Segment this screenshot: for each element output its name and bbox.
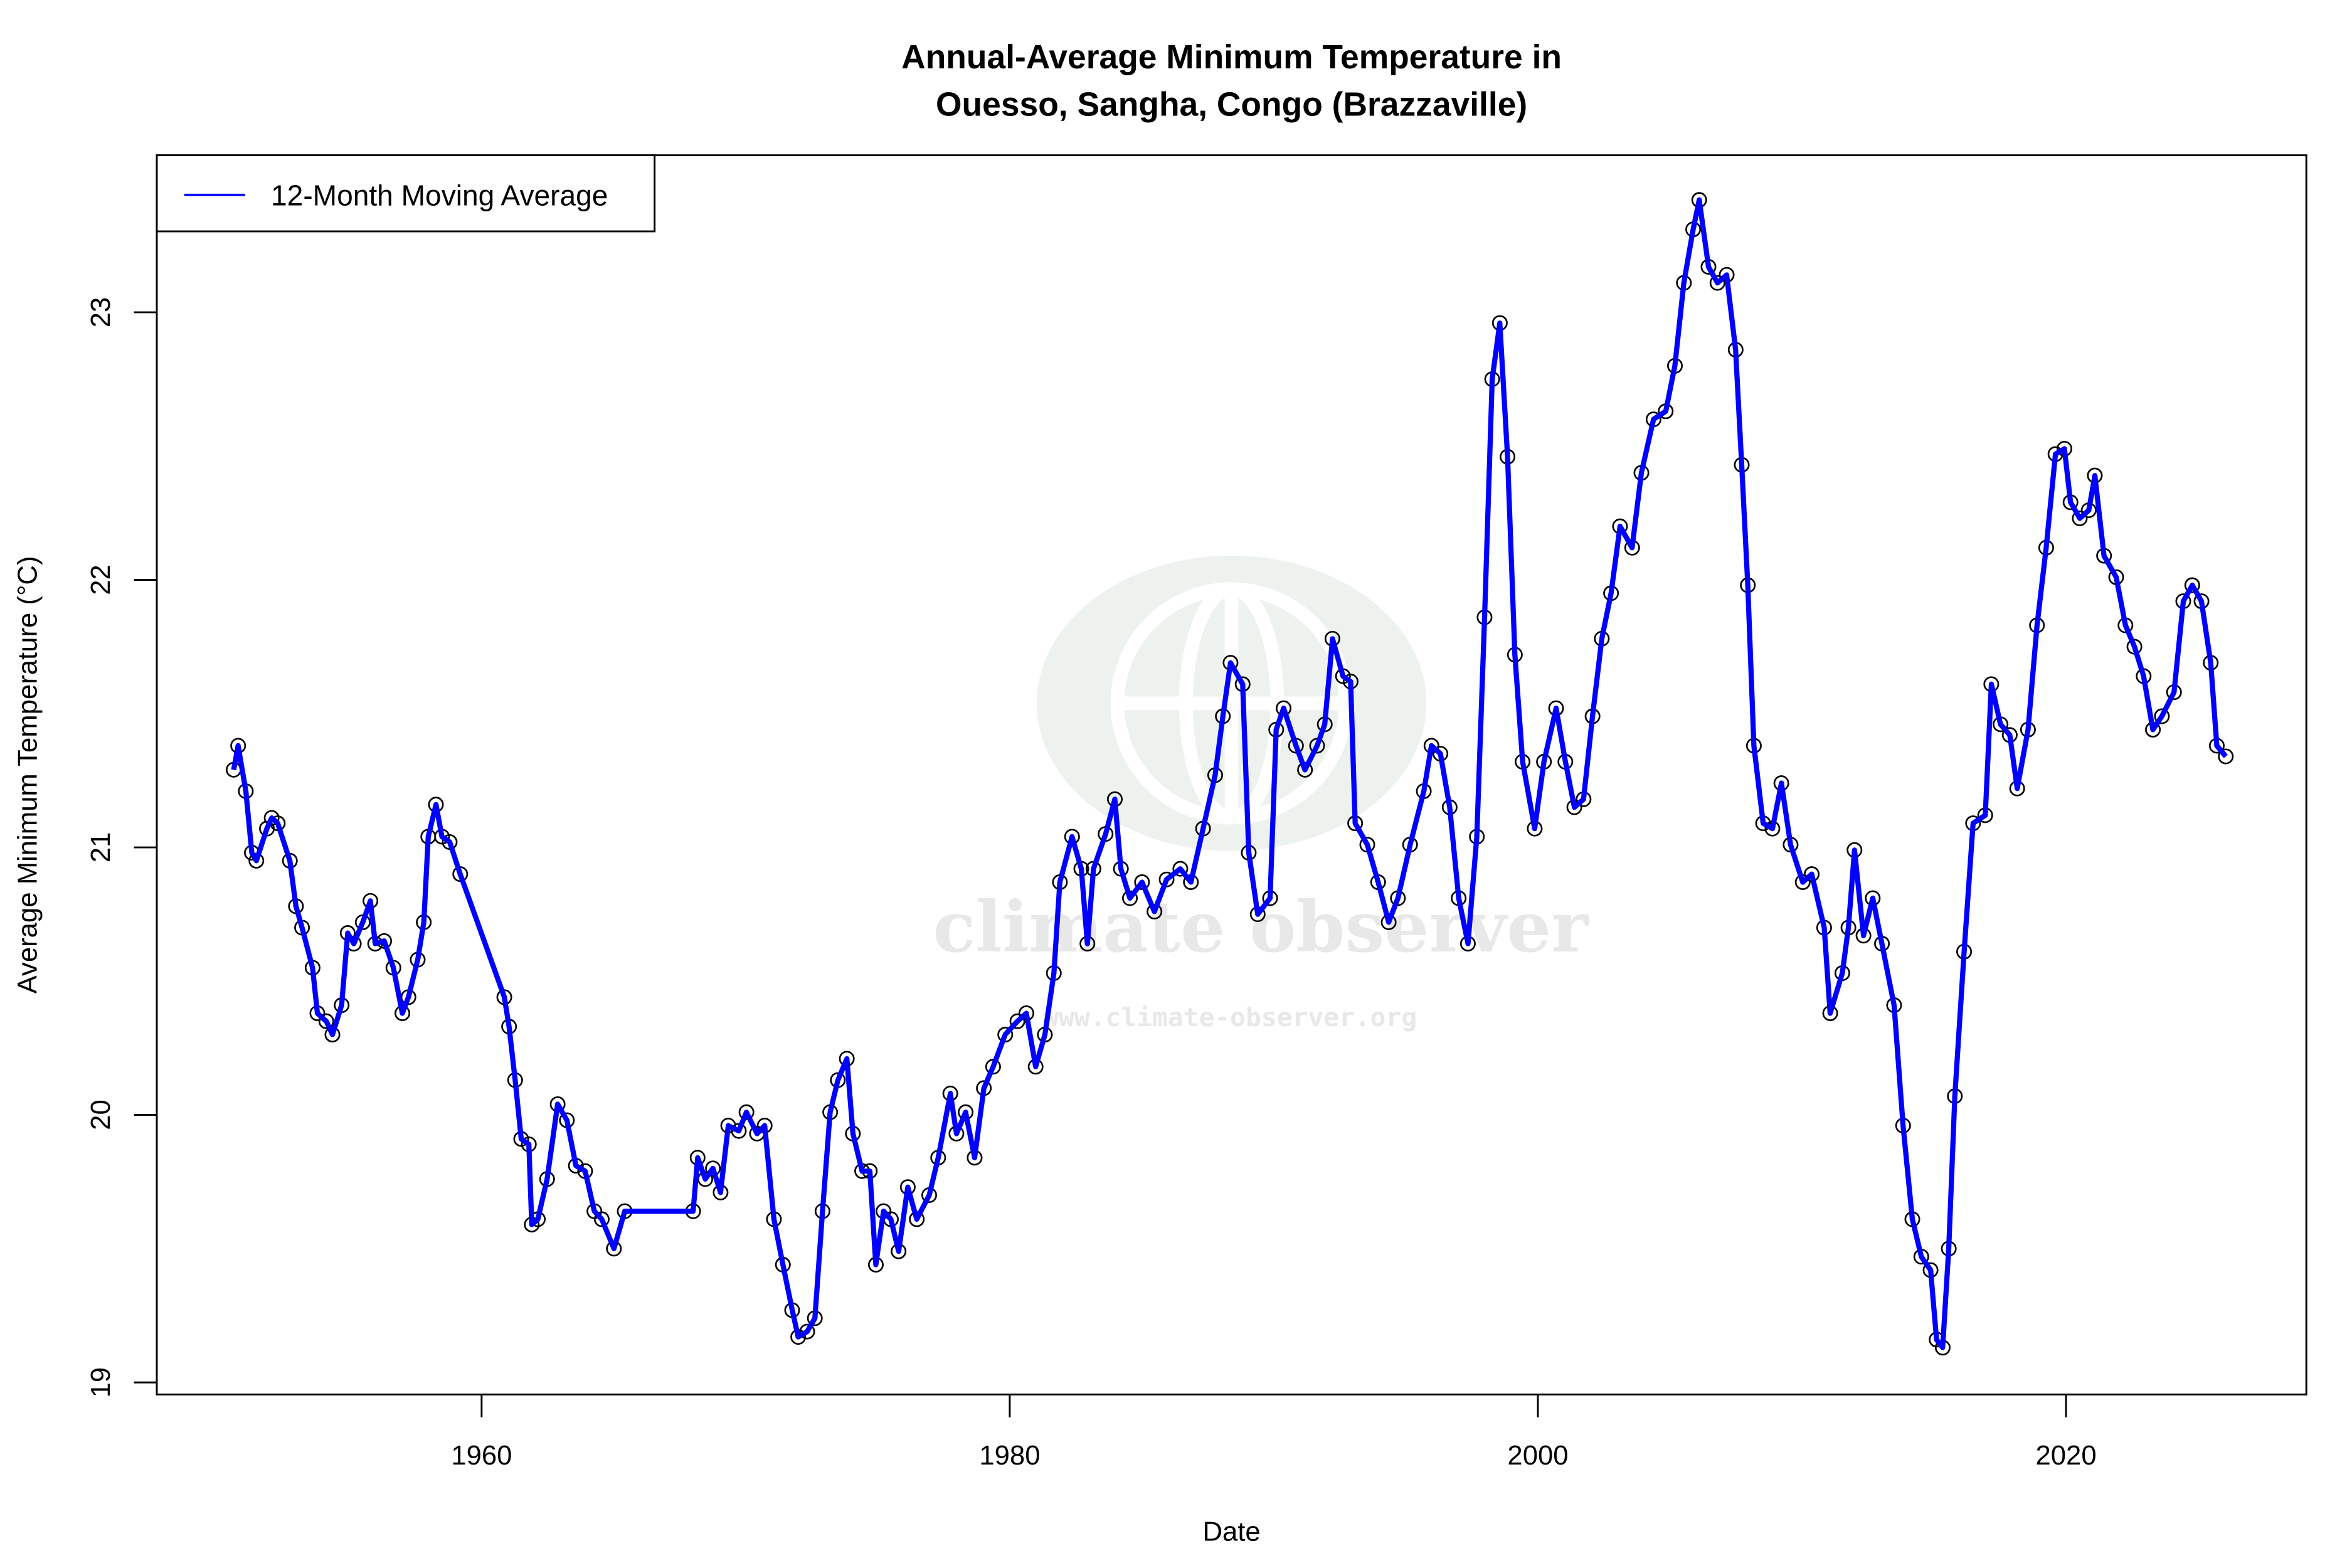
data-point-marker [799, 1323, 815, 1340]
globe-icon [1110, 582, 1353, 825]
chart-title-line1: Annual-Average Minimum Temperature in [901, 39, 1562, 76]
data-point-marker [318, 1013, 334, 1029]
data-point-marker [2072, 510, 2088, 526]
watermark-url: www.climate-observer.org [1043, 1002, 1417, 1032]
legend-box [156, 154, 656, 233]
chart-title-line2: Ouesso, Sangha, Congo (Brazzaville) [936, 86, 1527, 123]
data-point-marker [2184, 577, 2200, 593]
y-axis-label: Average Minimum Temperature (°C) [12, 556, 43, 994]
y-tick-label: 20 [85, 1099, 116, 1130]
data-point-marker [2218, 748, 2234, 765]
data-point-marker [2154, 708, 2170, 724]
y-tick-label: 19 [85, 1367, 116, 1398]
data-point-marker [1709, 275, 1725, 291]
legend: 12-Month Moving Average [156, 154, 656, 233]
data-point-marker [738, 1104, 755, 1120]
data-point-marker [1134, 874, 1150, 890]
legend-entry: 12-Month Moving Average [271, 179, 608, 212]
y-tick-label: 22 [85, 564, 116, 595]
x-tick-label: 1980 [979, 1440, 1040, 1471]
data-point-marker [1172, 861, 1189, 877]
series-moving-average [226, 192, 2234, 1356]
x-tick-label: 2020 [2035, 1440, 2096, 1471]
x-axis: 1960 1980 2000 2020 [451, 1394, 2097, 1471]
watermark: climate observer www.climate-observer.or… [933, 555, 1589, 1032]
data-point-marker [731, 1123, 747, 1139]
x-tick-label: 2000 [1507, 1440, 1568, 1471]
x-axis-label: Date [1202, 1516, 1260, 1547]
watermark-brand: climate observer [933, 886, 1589, 968]
data-point-marker [1009, 1013, 1025, 1029]
y-tick-label: 21 [85, 832, 116, 863]
plot-frame [156, 154, 2307, 1396]
data-point-marker [593, 1211, 610, 1227]
y-tick-label: 23 [85, 297, 116, 328]
x-tick-label: 1960 [451, 1440, 512, 1471]
y-axis: 19 20 21 22 23 [85, 297, 157, 1398]
series-line [231, 197, 2228, 1350]
